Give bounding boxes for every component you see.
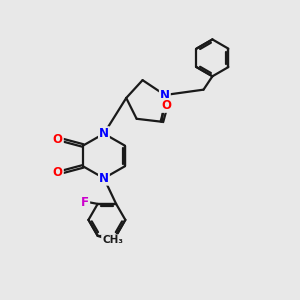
Text: CH₃: CH₃ [102,235,123,245]
Text: O: O [53,133,63,146]
Text: F: F [81,196,89,209]
Text: O: O [53,166,63,179]
Text: N: N [99,172,109,185]
Text: O: O [161,99,171,112]
Text: N: N [99,127,109,140]
Text: N: N [160,88,170,101]
